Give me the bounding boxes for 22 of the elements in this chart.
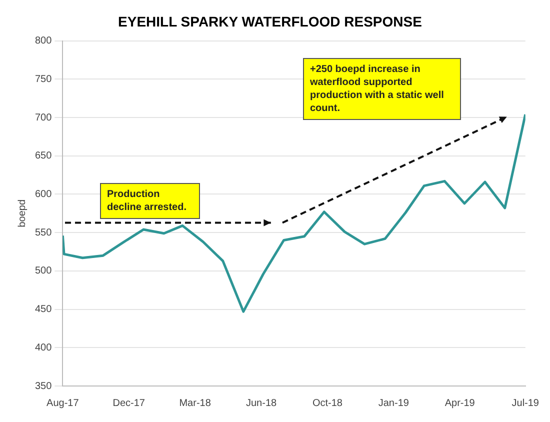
x-tick-label: Oct-18 [312, 398, 343, 409]
annotation: Production decline arrested. [100, 183, 200, 219]
chart-title: EYEHILL SPARKY WATERFLOOD RESPONSE [118, 13, 422, 30]
y-tick-label: 450 [34, 304, 52, 316]
y-tick-label: 500 [34, 266, 52, 277]
x-tick-label: Jul-19 [512, 398, 540, 409]
y-tick-label: 350 [34, 380, 52, 392]
y-tick-label: 600 [34, 188, 52, 200]
x-tick-label: Apr-19 [444, 398, 476, 409]
x-tick-label: Mar-18 [179, 398, 212, 409]
y-tick-label: 700 [34, 112, 52, 124]
y-tick-label: 650 [34, 150, 52, 162]
y-tick-label: 750 [34, 74, 52, 85]
y-tick-label: 400 [34, 342, 52, 354]
y-tick-label: 800 [34, 36, 52, 47]
x-tick-label: Jun-18 [246, 398, 277, 409]
x-tick-label: Dec-17 [112, 398, 146, 409]
x-tick-label: Aug-17 [46, 398, 80, 409]
annotation: +250 boepd increase in waterflood supported production with a static well count. [303, 58, 461, 120]
y-tick-label: 550 [34, 227, 52, 238]
x-tick-label: Jan-19 [378, 398, 410, 409]
y-axis-title: boepd [16, 199, 28, 228]
